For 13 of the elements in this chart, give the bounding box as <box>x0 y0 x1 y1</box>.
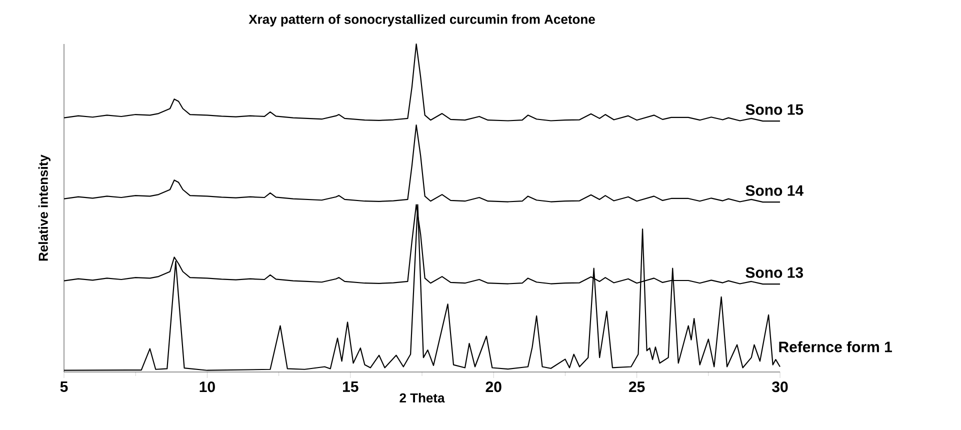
y-axis-title: Relative intensity <box>38 154 50 261</box>
x-tick-label: 5 <box>60 382 68 392</box>
chart-title: Xray pattern of sonocrystallized curcumin from Acetone <box>248 14 595 27</box>
x-tick-label: 15 <box>343 382 358 392</box>
x-tick-label: 30 <box>772 382 788 392</box>
x-tick-label: 20 <box>486 382 502 392</box>
x-axis-title: 2 Theta <box>400 393 445 403</box>
x-tick-label: 10 <box>200 382 215 392</box>
series-label: Sono 15 <box>746 104 804 115</box>
series-label: Refernce form 1 <box>779 341 892 352</box>
series-label: Sono 14 <box>746 185 804 196</box>
x-tick-label: 25 <box>628 382 645 392</box>
series-label: Sono 13 <box>746 267 803 278</box>
